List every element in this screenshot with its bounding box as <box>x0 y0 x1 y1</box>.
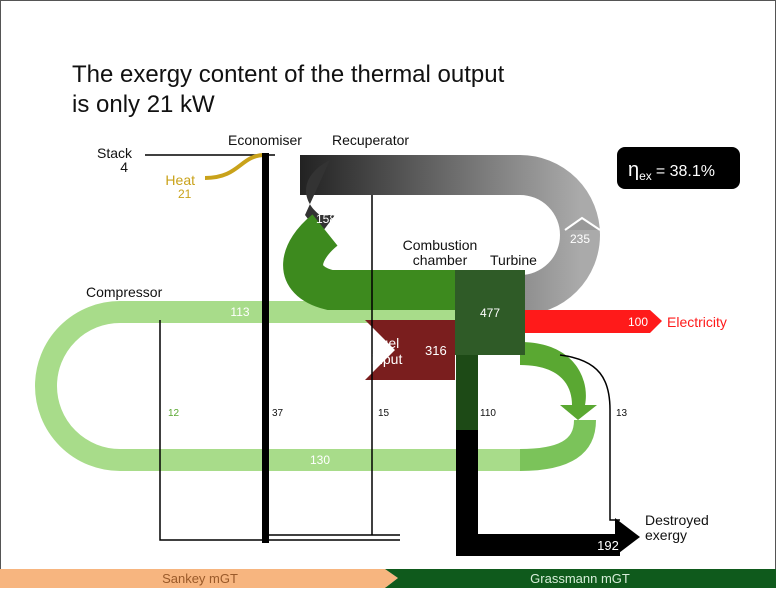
heated-air <box>283 214 460 310</box>
value: 235 <box>570 232 590 246</box>
footer-label: Sankey mGT <box>162 571 238 586</box>
value: 113 <box>230 305 249 319</box>
label: exergy <box>645 527 687 543</box>
title-line: is only 21 kW <box>72 91 215 118</box>
return-curve <box>519 419 596 471</box>
turbine-exit <box>520 342 597 420</box>
label: input <box>372 351 402 367</box>
label: Stack <box>97 145 133 161</box>
value: 158 <box>316 212 336 226</box>
title-line: The exergy content of the thermal output <box>72 61 505 88</box>
return-loop <box>35 301 520 471</box>
value: 477 <box>480 306 500 320</box>
fuel-flow <box>365 320 455 380</box>
value: 316 <box>425 343 447 358</box>
value: 21 <box>178 187 192 201</box>
value: 100 <box>628 315 648 329</box>
footer-left <box>0 569 398 588</box>
economiser-bar <box>262 153 269 543</box>
efficiency: ηex = 38.1% <box>628 159 715 183</box>
destroyed-arrow <box>615 518 640 556</box>
recuperator-loop <box>300 155 600 315</box>
arrow <box>564 216 601 231</box>
value: 12 <box>168 408 180 419</box>
footer-label: Grassmann mGT <box>530 571 630 586</box>
label: Turbine <box>490 252 537 268</box>
label: Heat <box>165 172 195 188</box>
label: chamber <box>413 252 468 268</box>
efficiency-badge <box>617 147 740 189</box>
value: 110 <box>480 408 496 419</box>
value: 192 <box>597 538 619 553</box>
heat-flow <box>204 153 266 180</box>
label: Economiser <box>228 132 302 148</box>
turbine-block <box>455 270 525 355</box>
label: Fuel <box>372 335 399 351</box>
value: 130 <box>310 453 330 467</box>
label: Compressor <box>86 284 163 300</box>
label: Electricity <box>667 314 727 330</box>
electricity-flow <box>525 310 662 333</box>
value: 4 <box>120 159 128 175</box>
label: Recuperator <box>332 132 409 148</box>
footer-right <box>385 569 776 588</box>
value: 37 <box>272 408 284 419</box>
value: 13 <box>616 408 628 419</box>
label: Destroyed <box>645 512 709 528</box>
value: 15 <box>378 408 390 419</box>
label: Combustion <box>403 237 478 253</box>
